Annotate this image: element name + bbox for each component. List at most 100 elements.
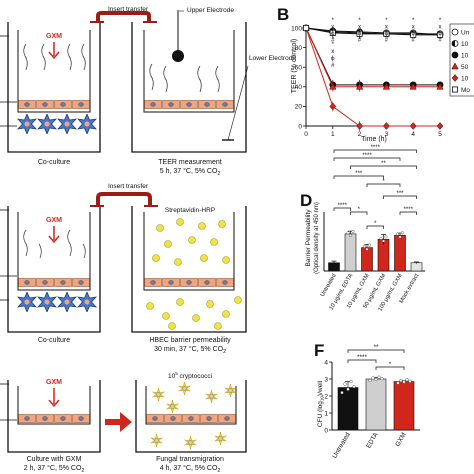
endothelial-cell-layer (18, 414, 90, 423)
f-y-tick-label: 4 (324, 359, 328, 366)
b-point (329, 102, 337, 111)
b-series-line (305, 27, 441, 36)
f-data-point (399, 378, 403, 383)
d-data-point (363, 245, 367, 249)
d-significance-label: **** (362, 153, 372, 159)
f-y-tick-label: 0 (324, 427, 328, 434)
d-significance-bracket (333, 207, 351, 211)
d-data-point (349, 234, 353, 238)
panel-f: F CFU (log10)/well 0 1 2 3 4 Untreated EDTA GXM… (314, 341, 420, 460)
b-point (451, 40, 459, 47)
b-series-line (305, 27, 440, 88)
f-significance-bracket (375, 366, 405, 370)
b-significance-symbol: * (332, 18, 335, 24)
gxm-label: GXM (46, 33, 62, 40)
b-point (451, 86, 458, 93)
d-data-point (396, 232, 400, 236)
d-data-point (365, 247, 369, 251)
transfer-arrow-icon (105, 412, 132, 432)
d-data-point (398, 235, 402, 239)
b-x-tick-label: 5 (438, 131, 442, 138)
f-data-point (380, 377, 384, 381)
row3-schematic: GXM Culture with GXM 2 h, 37 °C, 5% CO2 … (0, 371, 247, 474)
d-significance-bracket (366, 225, 384, 229)
b-significance-symbol: ϕ (331, 31, 335, 37)
b-significance-symbol: # (331, 63, 335, 69)
b-point (410, 31, 417, 38)
d-significance-bracket (333, 175, 384, 179)
d-significance-label: *** (396, 191, 404, 197)
b-point (383, 30, 390, 37)
f-bar (337, 387, 359, 431)
b-significance-symbol: x (439, 25, 442, 31)
f-bar (393, 381, 415, 431)
b-point (451, 28, 459, 36)
f-data-point (368, 378, 372, 383)
b-point (329, 29, 336, 36)
d-data-point (351, 229, 355, 233)
f-ylabel: CFU (log10)/well (317, 380, 325, 427)
d-significance-label: * (374, 221, 377, 227)
endothelial-cell-layer (144, 100, 234, 109)
astrocyte-layer (17, 114, 97, 134)
b-significance-symbol: * (439, 18, 442, 24)
row3-right-caption-1: Fungal transmigration (156, 456, 224, 463)
f-category-label: EDTA (365, 431, 380, 450)
panel-letter-d: D (300, 191, 312, 210)
gxm-label: GXM (46, 379, 62, 386)
f-y-tick-label: 2 (324, 393, 328, 400)
f-category-label: GXM (394, 432, 407, 448)
b-point (451, 62, 459, 70)
d-significance-label: * (382, 179, 385, 185)
d-significance-bracket (350, 211, 368, 215)
b-significance-symbol: ϕ (438, 31, 442, 37)
b-y-tick-label: 80 (295, 45, 303, 52)
cryptococci-label: 105 cryptococci (168, 371, 212, 380)
b-y-tick-label: 60 (295, 65, 303, 72)
b-point (355, 82, 364, 90)
b-significance-symbol: ϕ (412, 31, 416, 37)
b-significance-symbol: x (412, 25, 415, 31)
b-point (451, 74, 459, 82)
row3-left-caption-2: 2 h, 37 °C, 5% CO2 (24, 464, 85, 474)
b-x-tick-label: 3 (385, 131, 389, 138)
b-y-tick-label: 20 (295, 104, 303, 111)
d-data-point (382, 239, 386, 243)
b-significance-symbol: # (385, 38, 389, 44)
d-data-point (368, 243, 372, 247)
b-point (409, 122, 417, 130)
f-y-tick-label: 3 (324, 376, 328, 383)
b-significance-symbol: x (385, 25, 388, 31)
d-significance-label: **** (404, 207, 414, 213)
lower-electrode-label-1: Lower Electrode (249, 55, 296, 62)
b-x-tick-label: 1 (331, 131, 335, 138)
b-point (382, 82, 391, 90)
f-y-tick-label: 1 (324, 410, 328, 417)
b-x-tick-label: 0 (304, 131, 308, 138)
b-significance-symbol: x (331, 49, 334, 55)
f-bar (365, 378, 387, 431)
streptavidin-label: Streptavidin-HRP (165, 207, 215, 214)
b-point (451, 51, 459, 59)
f-category-label: Untreated (331, 431, 352, 460)
b-legend-box (449, 23, 474, 97)
d-significance-bracket (350, 165, 417, 169)
d-data-point (401, 231, 405, 235)
b-series-line (305, 27, 440, 127)
d-significance-label: *** (355, 171, 363, 177)
f-significance-label: * (389, 361, 392, 368)
b-series-line (305, 27, 440, 86)
b-significance-marks: *xϕ#*xϕ#*xϕ#*xϕ#*xϕ#*xϕ# (331, 18, 442, 69)
row1-right-caption-1: TEER measurement (158, 159, 221, 166)
d-ylabel-2: (Optical density at 450 nm) (314, 202, 320, 274)
b-significance-symbol: * (385, 18, 388, 24)
endothelial-cell-layer (146, 414, 236, 423)
upper-electrode-label: Upper Electrode (187, 7, 234, 14)
insert-transfer-label: Insert transfer (108, 183, 149, 190)
f-data-point (408, 379, 412, 383)
d-data-point (346, 231, 350, 235)
b-point (356, 122, 363, 130)
b-significance-symbol: # (331, 38, 335, 44)
